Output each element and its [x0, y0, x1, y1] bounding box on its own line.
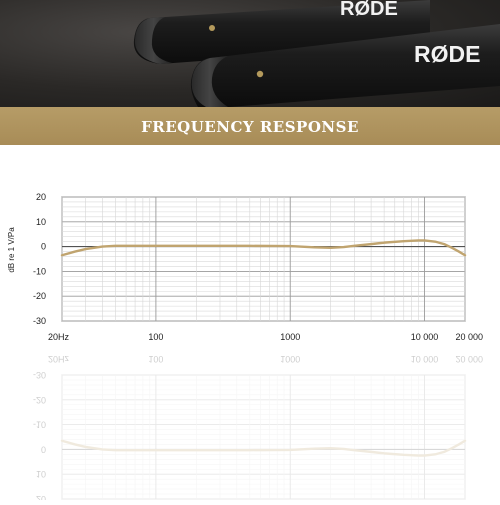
plot-frame: [61, 374, 466, 500]
y-tick-label: 10: [36, 217, 46, 227]
section-title: FREQUENCY RESPONSE: [141, 118, 359, 136]
x-tick-label: 20 000: [455, 354, 483, 364]
y-tick-label: -10: [33, 266, 46, 276]
y-tick-label: 0: [41, 242, 46, 252]
y-tick-label: 10: [36, 469, 46, 479]
y-tick-label: 0: [41, 444, 46, 454]
x-tick-label: 10 000: [411, 332, 439, 342]
y-tick-label: 20: [36, 192, 46, 202]
x-tick-label: 1000: [280, 332, 300, 342]
brand-logo-front: RØDE: [414, 41, 480, 67]
x-tick-label: 100: [148, 354, 163, 364]
y-tick-label: 20: [36, 494, 46, 500]
response-curve: [60, 439, 467, 457]
y-tick-label: -20: [33, 291, 46, 301]
microphones-illustration: RØDE RØDE: [133, 0, 500, 107]
microphone-front: RØDE: [190, 24, 500, 107]
y-tick-label: -30: [33, 316, 46, 326]
x-tick-label: 20 000: [455, 332, 483, 342]
y-tick-label: -30: [33, 370, 46, 380]
brand-logo-back: RØDE: [340, 0, 398, 20]
y-tick-label: -10: [33, 420, 46, 430]
x-tick-label: 20Hz: [48, 354, 70, 364]
x-tick-label: 100: [148, 332, 163, 342]
frequency-response-chart-area: 20 10 0 -10 -20 -30 20Hz 100 1000 10 000 20 000 20…: [0, 145, 500, 504]
back-mic-dot: [209, 25, 215, 31]
x-tick-label: 20Hz: [48, 332, 70, 342]
y-tick-label: -20: [33, 395, 46, 405]
product-hero-image: RØDE RØDE: [0, 0, 500, 107]
y-axis-label: dB re 1 V/Pa: [7, 227, 16, 273]
x-tick-label: 10 000: [411, 354, 439, 364]
front-mic-dot: [256, 70, 264, 78]
x-tick-label: 1000: [280, 354, 300, 364]
section-banner: FREQUENCY RESPONSE: [0, 107, 500, 145]
response-curve: [60, 239, 467, 257]
plot-frame: [61, 196, 466, 322]
